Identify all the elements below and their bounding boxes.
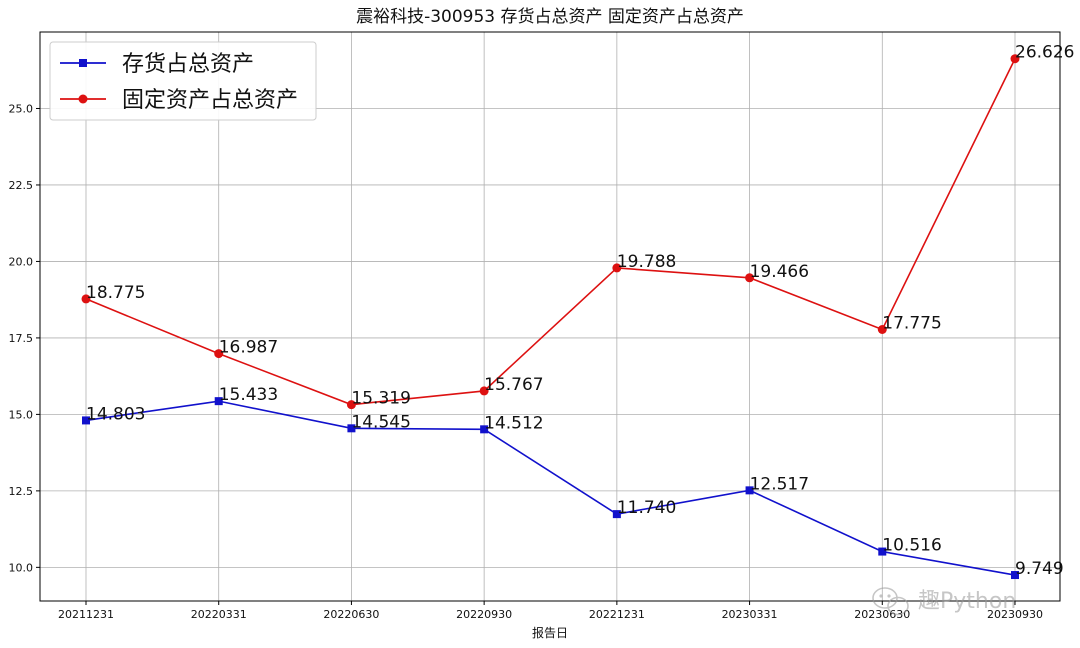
- data-point: [1010, 54, 1020, 64]
- y-tick-label: 12.5: [9, 485, 34, 498]
- data-point: [745, 486, 754, 495]
- axes: 20211231 20220331 20220630 20220930 20221231…: [9, 102, 1044, 621]
- data-point: [81, 294, 91, 304]
- data-label: 14.512: [484, 413, 543, 433]
- x-tick-label: 20211231: [58, 608, 114, 621]
- legend-marker: [79, 59, 87, 67]
- legend-item: 存货占总资产: [60, 52, 254, 77]
- data-label: 14.803: [86, 404, 145, 424]
- data-point: [612, 263, 622, 273]
- x-tick-label: 20220930: [456, 608, 512, 621]
- legend-label: 存货占总资产: [122, 52, 254, 77]
- x-tick-label: 20230930: [987, 608, 1043, 621]
- series-layer: 14.803 15.433 14.545 14.512 11.740 12.517 10.5…: [81, 43, 1074, 580]
- data-label: 12.517: [750, 474, 809, 494]
- data-point: [612, 510, 621, 519]
- data-point: [347, 424, 356, 433]
- y-tick-label: 20.0: [9, 255, 34, 268]
- data-label: 16.987: [219, 338, 278, 358]
- data-label: 26.626: [1015, 43, 1074, 63]
- data-point: [480, 425, 489, 434]
- data-point: [745, 273, 755, 283]
- series-line: [85, 58, 1016, 406]
- data-label: 15.767: [484, 375, 543, 395]
- data-point: [214, 397, 223, 406]
- series-line: [85, 400, 1016, 576]
- data-point: [82, 416, 90, 425]
- data-label: 18.775: [86, 283, 145, 303]
- y-tick-label: 17.5: [9, 332, 34, 345]
- y-tick-label: 22.5: [9, 179, 34, 192]
- series-1: 14.803 15.433 14.545 14.512 11.740 12.517 10.5…: [82, 385, 1064, 580]
- data-point: [214, 349, 224, 359]
- plot-frame: [39, 31, 1061, 602]
- x-tick-label: 20220331: [191, 608, 247, 621]
- data-point: [479, 386, 489, 396]
- legend-item: 固定资产占总资产: [60, 88, 298, 113]
- data-label: 15.319: [351, 389, 410, 409]
- data-label: 15.433: [219, 385, 278, 405]
- data-label: 17.775: [882, 314, 941, 334]
- data-point: [1011, 571, 1019, 580]
- legend-box: [49, 41, 317, 121]
- data-point: [878, 547, 887, 556]
- data-label: 9.749: [1015, 559, 1064, 579]
- legend-label: 固定资产占总资产: [122, 88, 298, 113]
- chart-title: 震裕科技-300953 存货占总资产 固定资产占总资产: [356, 7, 744, 27]
- data-label: 14.545: [351, 412, 410, 432]
- data-point: [877, 325, 887, 335]
- data-label: 11.740: [617, 498, 676, 518]
- x-tick-label: 20221231: [589, 608, 645, 621]
- x-tick-label: 20230331: [722, 608, 778, 621]
- y-tick-label: 25.0: [9, 102, 34, 115]
- data-label: 19.466: [750, 262, 809, 282]
- data-label: 10.516: [882, 536, 941, 556]
- y-tick-label: 10.0: [9, 561, 34, 574]
- wechat-icon: [872, 587, 909, 616]
- x-tick-label: 20230630: [854, 608, 910, 621]
- grid: [40, 32, 1060, 601]
- x-axis-label: 报告日: [532, 625, 568, 640]
- data-label: 19.788: [617, 252, 676, 272]
- data-point: [346, 400, 356, 410]
- watermark: 趣Python: [872, 587, 1016, 616]
- legend-marker: [78, 94, 88, 104]
- x-tick-label: 20220630: [323, 608, 379, 621]
- y-tick-label: 15.0: [9, 408, 34, 421]
- watermark-text: 趣Python: [918, 589, 1016, 614]
